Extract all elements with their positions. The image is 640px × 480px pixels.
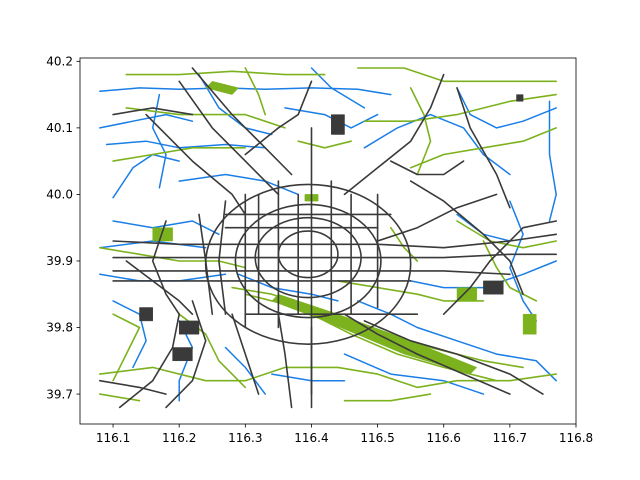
roads-line-0: [112, 233, 558, 249]
green-line-6: [99, 246, 247, 269]
roads-line-35: [99, 379, 167, 395]
y-tick-label-2: 39.9: [46, 254, 73, 268]
y-tick-label-4: 40.1: [46, 121, 73, 135]
roads-line-29: [343, 73, 445, 196]
roads-patch-1: [178, 320, 200, 335]
roads-ring-road-3: [204, 183, 412, 345]
roads-line-23: [277, 313, 293, 409]
roads-line-33: [244, 80, 313, 156]
roads-line-25: [343, 313, 511, 395]
green-line-1: [356, 67, 558, 83]
roads-line-18: [178, 80, 280, 196]
roads-line-19: [191, 67, 293, 176]
y-tick-label-0: 39.7: [46, 387, 73, 401]
x-tick-label-5: 116.6: [427, 431, 461, 445]
green-line-5: [409, 127, 558, 169]
x-tick-label-0: 116.1: [96, 431, 130, 445]
roads-line-32: [112, 107, 194, 116]
water-line-9: [112, 300, 147, 369]
roads-ring-road-0: [277, 230, 339, 279]
roads-layer: [99, 67, 558, 409]
green-line-17: [297, 140, 352, 149]
x-axis: 116.1 116.2 116.3 116.4 116.5 116.6 116.7 116.8: [96, 424, 593, 445]
x-tick-label-4: 116.5: [360, 431, 394, 445]
roads-line-17: [145, 113, 247, 216]
roads-line-37: [389, 160, 465, 176]
roads-line-34: [125, 260, 194, 316]
green-line-2: [125, 107, 286, 129]
roads-line-31: [442, 220, 558, 316]
green-patch-2: [205, 81, 240, 95]
roads-line-27: [376, 193, 498, 242]
x-tick-label-3: 116.4: [294, 431, 328, 445]
green-line-11: [112, 313, 141, 382]
green-line-15: [244, 67, 267, 116]
roads-line-30: [456, 87, 511, 209]
green-line-16: [409, 87, 432, 176]
axes-frame: [79, 57, 577, 425]
roads-patch-4: [172, 347, 193, 362]
roads-line-36: [118, 313, 180, 409]
water-line-6: [112, 220, 220, 236]
green-line-0: [125, 70, 326, 76]
water-line-17: [548, 100, 557, 222]
roads-line-28: [409, 180, 524, 296]
green-line-19: [343, 393, 432, 402]
roads-line-20: [151, 220, 180, 316]
roads-line-22: [231, 313, 260, 395]
y-tick-label-5: 40.2: [46, 55, 73, 69]
water-line-23: [198, 73, 273, 136]
water-line-16: [509, 200, 538, 322]
x-tick-label-2: 116.3: [228, 431, 262, 445]
x-tick-label-7: 116.8: [559, 431, 593, 445]
roads-patch-2: [331, 114, 345, 135]
roads-line-26: [363, 320, 544, 395]
y-tick-label-1: 39.8: [46, 321, 73, 335]
green-line-18: [99, 393, 141, 402]
plot-area: [99, 67, 558, 409]
x-tick-label-6: 116.7: [493, 431, 527, 445]
roads-line-15: [218, 200, 227, 316]
roads-patch-3: [483, 280, 504, 295]
water-line-15: [456, 87, 557, 129]
roads-patch-0: [139, 307, 153, 322]
x-tick-label-1: 116.2: [162, 431, 196, 445]
roads-line-1: [112, 253, 558, 259]
green-line-4: [112, 147, 247, 162]
y-axis: 39.7 39.8 39.9 40.0 40.1 40.2: [46, 55, 80, 401]
roads-patch-5: [516, 94, 524, 102]
water-line-20: [343, 353, 485, 395]
roads-ring-road-1: [254, 216, 362, 299]
green-line-10: [99, 366, 558, 389]
green-patch-1: [522, 313, 537, 335]
roads-ring-road-2: [234, 203, 382, 319]
green-line-3: [363, 93, 558, 122]
y-tick-label-3: 40.0: [46, 188, 73, 202]
water-line-0: [99, 87, 392, 96]
green-patch-5: [152, 227, 173, 242]
water-line-11: [224, 346, 266, 395]
